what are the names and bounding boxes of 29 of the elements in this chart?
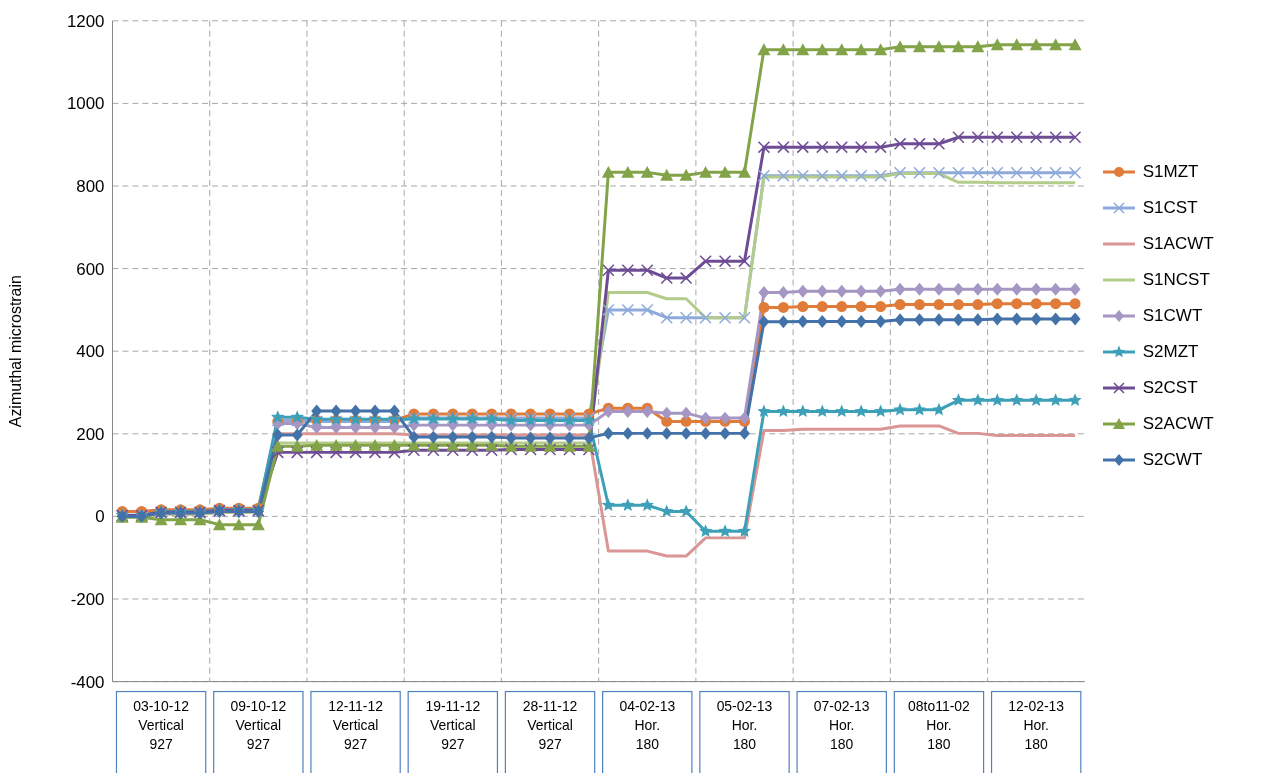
legend-label: S1CWT	[1142, 305, 1203, 326]
legend-label: S1NCST	[1142, 269, 1210, 290]
y-tick-label: 200	[76, 424, 105, 444]
y-tick-label: 400	[76, 342, 105, 362]
x-tick-label: 19-11-12 Vertical 927	[425, 698, 481, 753]
x-tick-label: 07-02-13 Hor. 180	[813, 698, 870, 753]
x-tick-label: 28-11-12 Vertical 927	[522, 698, 578, 753]
y-tick-label: 1200	[66, 11, 105, 31]
legend-label: S2CST	[1142, 377, 1198, 398]
y-tick-label: -200	[70, 590, 105, 609]
y-tick-label: 800	[76, 176, 105, 196]
y-tick-label: 600	[76, 259, 105, 279]
y-axis-title: Azimuthal microstrain	[6, 275, 24, 428]
y-tick-label: 0	[95, 507, 105, 527]
legend-label: S2ACWT	[1142, 413, 1214, 434]
legend-label: S1MZT	[1142, 161, 1199, 182]
legend-label: S1CST	[1142, 197, 1198, 218]
y-tick-label: -400	[70, 672, 105, 692]
x-tick-label: 08to11-02 Hor. 180	[908, 698, 971, 753]
x-tick-label: 12-02-13 Hor. 180	[1008, 698, 1065, 753]
x-tick-label: 12-11-12 Vertical 927	[328, 698, 384, 753]
x-tick-label: 09-10-12 Vertical 927	[230, 698, 287, 753]
x-tick-label: 03-10-12 Vertical 927	[133, 698, 190, 753]
x-tick-label: 04-02-13 Hor. 180	[619, 698, 676, 753]
y-tick-label: 1000	[66, 94, 105, 114]
legend-label: S2MZT	[1142, 341, 1199, 362]
legend-label: S2CWT	[1142, 449, 1203, 470]
x-tick-label: 05-02-13 Hor. 180	[716, 698, 773, 753]
legend-label: S1ACWT	[1142, 233, 1214, 254]
